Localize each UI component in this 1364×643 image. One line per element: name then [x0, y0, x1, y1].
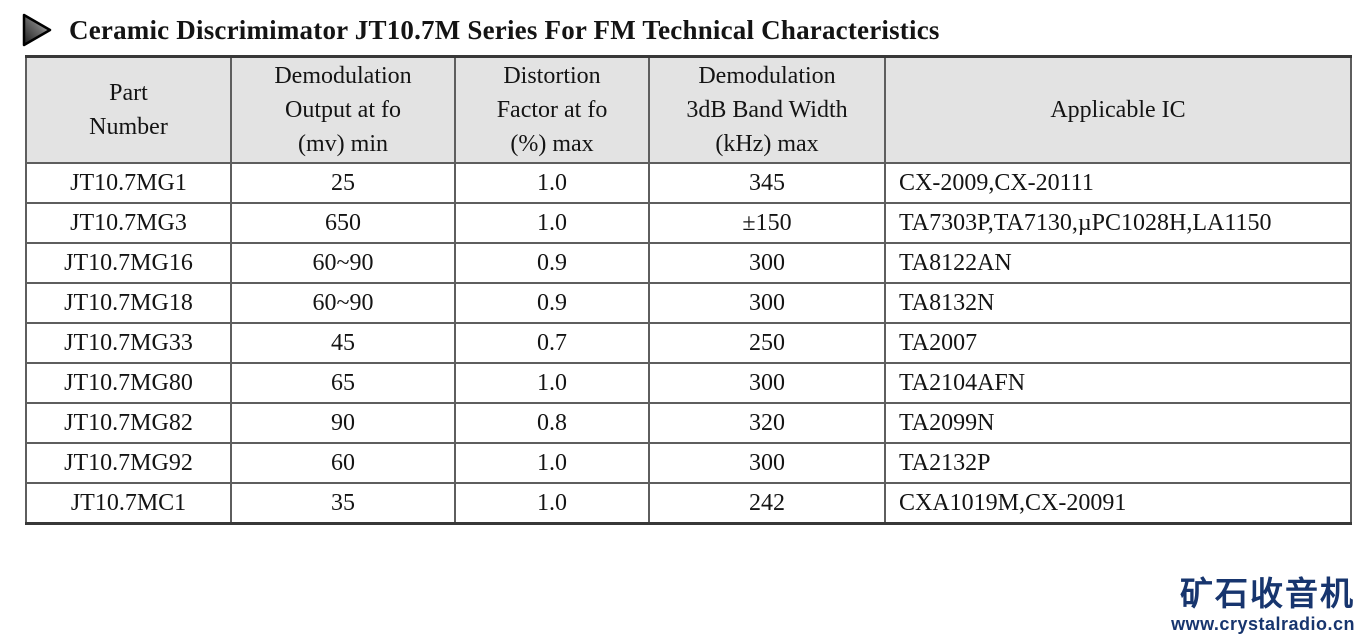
distortion-factor-cell: 1.0 — [454, 202, 650, 244]
table-row: JT10.7MG33 45 0.7 250 TA2007 — [25, 322, 1352, 364]
table-row: JT10.7MG3 650 1.0 ±150 TA7303P,TA7130,µPC102… — [25, 202, 1352, 244]
characteristics-table: Part Number Demodulation Output at fo (m… — [25, 55, 1352, 525]
crystalradio-logo-text: 矿石收音机 — [1180, 575, 1355, 612]
table-row: JT10.7MG1 25 1.0 345 CX-2009,CX-20111 — [25, 162, 1352, 204]
table-header: Part Number Demodulation Output at fo (m… — [25, 55, 1352, 164]
bandwidth-cell: 242 — [648, 482, 886, 525]
demodulation-output-cell: 60 — [230, 442, 456, 484]
header-row: Part Number Demodulation Output at fo (m… — [25, 55, 1352, 164]
part-number-cell: JT10.7MC1 — [25, 482, 232, 525]
demodulation-output-cell: 45 — [230, 322, 456, 364]
bandwidth-cell: 300 — [648, 442, 886, 484]
demodulation-output-cell: 35 — [230, 482, 456, 525]
demodulation-output-cell: 60~90 — [230, 242, 456, 284]
applicable-ic-cell: TA2132P — [884, 442, 1352, 484]
table-row: JT10.7MG92 60 1.0 300 TA2132P — [25, 442, 1352, 484]
bandwidth-cell: 300 — [648, 362, 886, 404]
distortion-factor-cell: 1.0 — [454, 442, 650, 484]
table-row: JT10.7MG18 60~90 0.9 300 TA8132N — [25, 282, 1352, 324]
bandwidth-cell: ±150 — [648, 202, 886, 244]
applicable-ic-cell: CX-2009,CX-20111 — [884, 162, 1352, 204]
applicable-ic-cell: TA2104AFN — [884, 362, 1352, 404]
part-number-cell: JT10.7MG1 — [25, 162, 232, 204]
applicable-ic-cell: CXA1019M,CX-20091 — [884, 482, 1352, 525]
crystalradio-url: www.crystalradio.cn — [1171, 614, 1355, 634]
distortion-factor-cell: 0.9 — [454, 282, 650, 324]
table-row: JT10.7MG16 60~90 0.9 300 TA8122AN — [25, 242, 1352, 284]
section-bullet-triangle-icon — [22, 13, 52, 47]
table-row: JT10.7MG80 65 1.0 300 TA2104AFN — [25, 362, 1352, 404]
demodulation-output-cell: 25 — [230, 162, 456, 204]
applicable-ic-cell: TA8122AN — [884, 242, 1352, 284]
demodulation-output-cell: 90 — [230, 402, 456, 444]
distortion-factor-cell: 1.0 — [454, 362, 650, 404]
part-number-cell: JT10.7MG92 — [25, 442, 232, 484]
applicable-ic-cell: TA7303P,TA7130,µPC1028H,LA1150 — [884, 202, 1352, 244]
part-number-cell: JT10.7MG33 — [25, 322, 232, 364]
bandwidth-cell: 345 — [648, 162, 886, 204]
demodulation-output-cell: 650 — [230, 202, 456, 244]
demodulation-output-cell: 60~90 — [230, 282, 456, 324]
distortion-factor-cell: 0.7 — [454, 322, 650, 364]
table-row: JT10.7MG82 90 0.8 320 TA2099N — [25, 402, 1352, 444]
section-header: Ceramic Discrimimator JT10.7M Series For… — [22, 13, 940, 47]
bandwidth-cell: 300 — [648, 282, 886, 324]
column-header-bandwidth: Demodulation 3dB Band Width (kHz) max — [648, 55, 886, 164]
distortion-factor-cell: 0.8 — [454, 402, 650, 444]
demodulation-output-cell: 65 — [230, 362, 456, 404]
column-header-part-number: Part Number — [25, 55, 232, 164]
table-body: JT10.7MG1 25 1.0 345 CX-2009,CX-20111 JT10.7M… — [25, 162, 1352, 525]
column-header-demodulation-output: Demodulation Output at fo (mv) min — [230, 55, 456, 164]
table-row: JT10.7MC1 35 1.0 242 CXA1019M,CX-20091 — [25, 482, 1352, 525]
part-number-cell: JT10.7MG18 — [25, 282, 232, 324]
part-number-cell: JT10.7MG16 — [25, 242, 232, 284]
page-title: Ceramic Discrimimator JT10.7M Series For… — [69, 14, 940, 45]
part-number-cell: JT10.7MG82 — [25, 402, 232, 444]
column-header-applicable-ic: Applicable IC — [884, 55, 1352, 164]
applicable-ic-cell: TA2007 — [884, 322, 1352, 364]
part-number-cell: JT10.7MG3 — [25, 202, 232, 244]
bandwidth-cell: 250 — [648, 322, 886, 364]
applicable-ic-cell: TA2099N — [884, 402, 1352, 444]
distortion-factor-cell: 1.0 — [454, 482, 650, 525]
watermark: 矿石收音机 www.crystalradio.cn — [1171, 577, 1355, 633]
bandwidth-cell: 320 — [648, 402, 886, 444]
applicable-ic-cell: TA8132N — [884, 282, 1352, 324]
column-header-distortion-factor: Distortion Factor at fo (%) max — [454, 55, 650, 164]
distortion-factor-cell: 0.9 — [454, 242, 650, 284]
part-number-cell: JT10.7MG80 — [25, 362, 232, 404]
distortion-factor-cell: 1.0 — [454, 162, 650, 204]
bandwidth-cell: 300 — [648, 242, 886, 284]
